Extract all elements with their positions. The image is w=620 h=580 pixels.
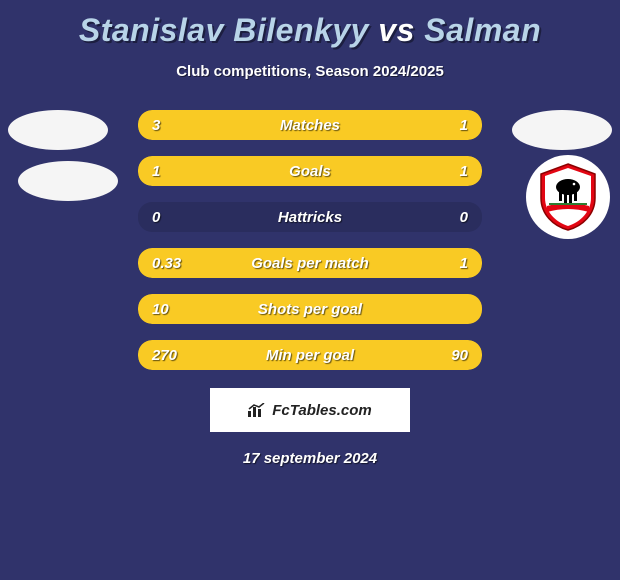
vs-text: vs [378,12,415,48]
stat-label: Matches [138,110,482,140]
source-badge: FcTables.com [210,388,410,432]
stat-bar: Hattricks0 0 [138,202,482,232]
stat-value-right: 0 [460,202,468,232]
stat-value-right: 1 [460,156,468,186]
source-text: FcTables.com [272,402,371,419]
stat-bar: Goals1 1 [138,156,482,186]
stat-label: Shots per goal [138,294,482,324]
player2-name: Salman [424,12,541,48]
stat-value-right: 1 [460,248,468,278]
stat-row: Shots per goal10 [10,294,610,324]
player1-name: Stanislav Bilenkyy [79,12,369,48]
club-badge-icon [533,162,603,232]
chart-icon [248,403,266,417]
stat-bar: Goals per match0.33 1 [138,248,482,278]
stat-bar: Min per goal270 90 [138,340,482,370]
stat-value-left: 3 [152,110,160,140]
stat-value-right: 90 [451,340,468,370]
stat-value-left: 270 [152,340,177,370]
stat-value-right: 1 [460,110,468,140]
stats-area: Matches31Goals11Hattricks00Goals per mat… [0,110,620,370]
stat-label: Hattricks [138,202,482,232]
player2-avatar-1 [512,110,612,150]
stat-row: Hattricks0 0 [10,202,610,232]
footer-date: 17 september 2024 [0,450,620,467]
player1-avatar-1 [8,110,108,150]
stat-label: Min per goal [138,340,482,370]
club-badge [526,155,610,239]
player1-avatar-2 [18,161,118,201]
stat-value-left: 0.33 [152,248,181,278]
stat-label: Goals per match [138,248,482,278]
stat-bar: Matches3 1 [138,110,482,140]
stat-label: Goals [138,156,482,186]
comparison-title: Stanislav Bilenkyy vs Salman [0,0,620,49]
stat-value-left: 1 [152,156,160,186]
stat-bar: Shots per goal10 [138,294,482,324]
stat-value-left: 0 [152,202,160,232]
stat-row: Goals per match0.33 1 [10,248,610,278]
subtitle: Club competitions, Season 2024/2025 [0,63,620,80]
stat-row: Min per goal270 90 [10,340,610,370]
stat-value-left: 10 [152,294,169,324]
